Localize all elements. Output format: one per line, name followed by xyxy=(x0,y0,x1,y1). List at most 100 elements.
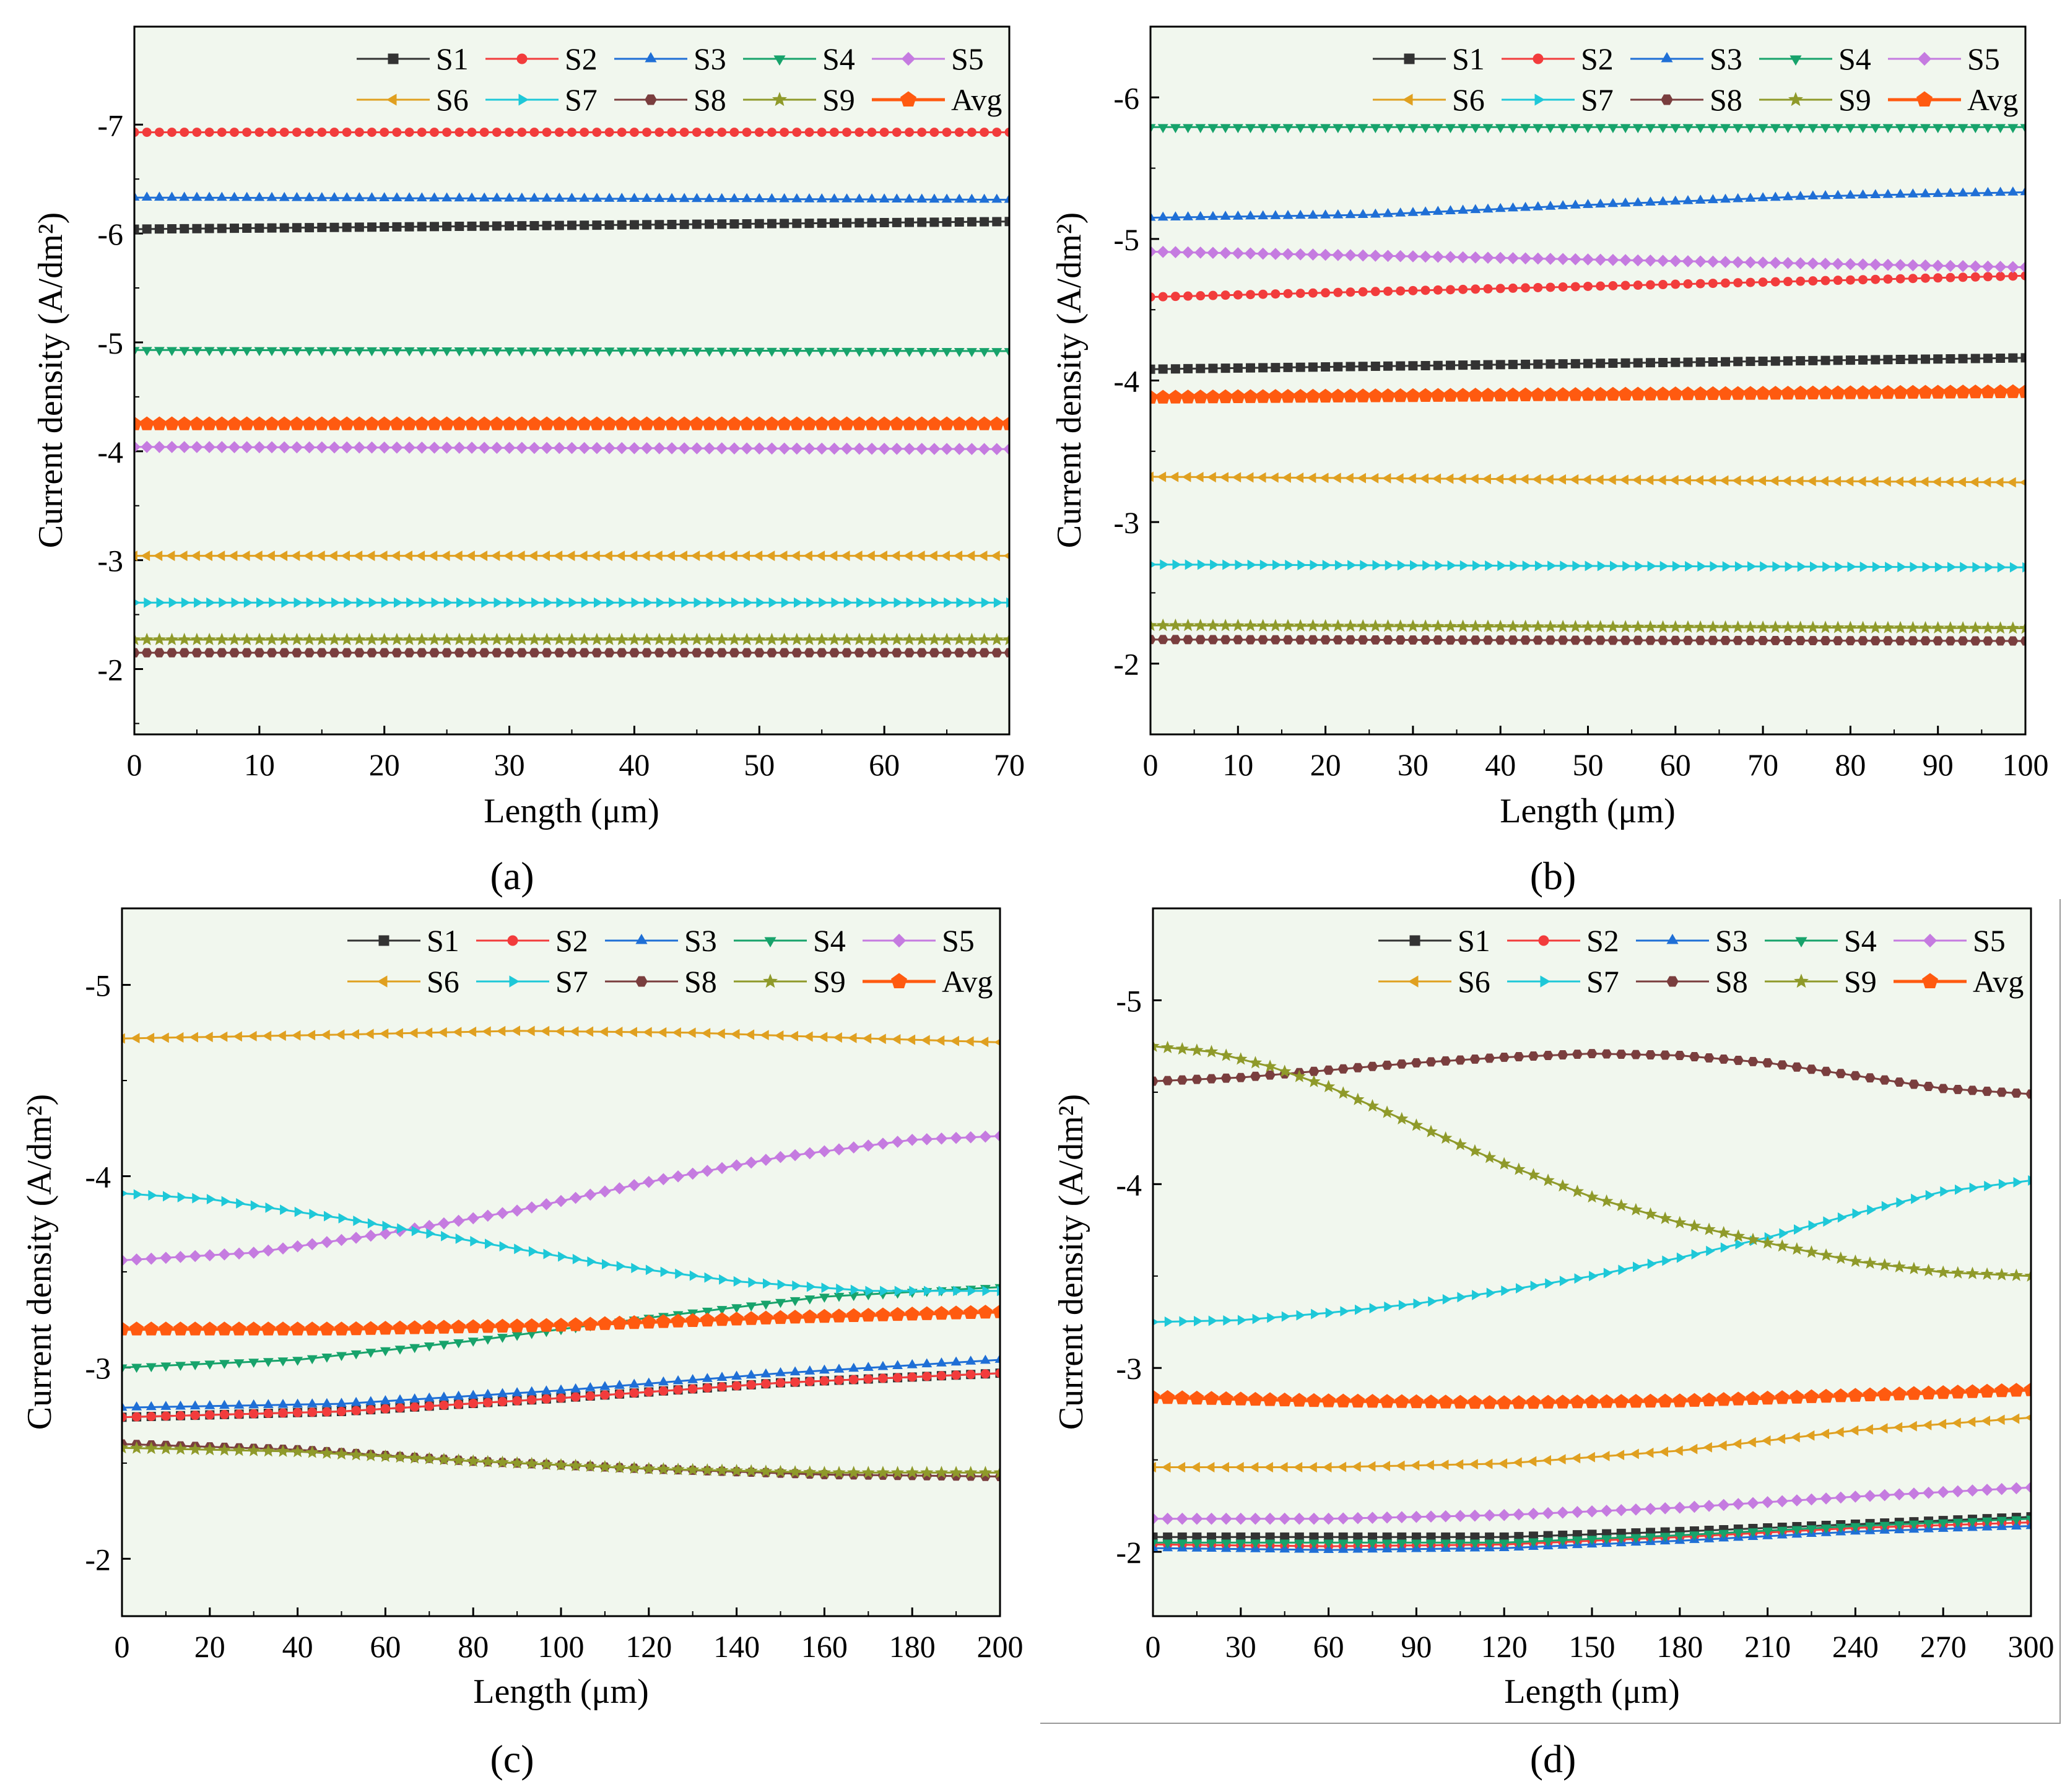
data-point xyxy=(1556,1179,1570,1192)
legend-item-s6: S6 xyxy=(1378,964,1490,999)
x-ticks: 0 20 40 60 80 100 120 140 160 180 200 xyxy=(115,1607,1024,1664)
data-point xyxy=(746,1302,757,1312)
legend-label: S8 xyxy=(1715,964,1748,999)
data-point xyxy=(1806,1525,1817,1534)
data-point xyxy=(1521,359,1531,369)
data-point xyxy=(1804,1245,1819,1258)
data-point xyxy=(1357,209,1368,218)
data-point xyxy=(1189,1390,1204,1405)
y-tick-label: -4 xyxy=(85,1159,111,1194)
legend-marker xyxy=(1404,53,1415,64)
data-point xyxy=(1281,389,1295,403)
data-point xyxy=(1957,259,1969,272)
data-point xyxy=(316,648,328,658)
data-point xyxy=(1644,254,1657,267)
data-point xyxy=(629,220,639,230)
data-point xyxy=(329,128,339,137)
data-point xyxy=(840,632,854,646)
data-point xyxy=(1981,1517,1993,1527)
data-point xyxy=(277,416,292,430)
data-point xyxy=(877,416,892,430)
data-point xyxy=(907,1372,917,1382)
data-point xyxy=(657,1173,670,1186)
data-point xyxy=(1863,1256,1877,1269)
data-point xyxy=(778,550,788,562)
data-point xyxy=(1433,285,1443,295)
data-point xyxy=(1406,619,1420,632)
data-point xyxy=(160,1032,169,1043)
data-point xyxy=(1505,387,1521,402)
data-point xyxy=(854,193,865,202)
data-point xyxy=(504,347,515,357)
data-point xyxy=(1733,1529,1744,1539)
data-point xyxy=(481,1319,495,1333)
data-point xyxy=(606,597,615,608)
data-point xyxy=(2020,124,2025,134)
data-point xyxy=(1507,635,1518,645)
data-point xyxy=(166,648,178,658)
data-point xyxy=(879,218,889,228)
data-point xyxy=(318,597,328,608)
data-point xyxy=(1219,1048,1233,1061)
data-point xyxy=(928,632,941,646)
legend-item-s1: S1 xyxy=(1378,923,1490,958)
data-point xyxy=(1294,472,1304,483)
data-point xyxy=(828,442,841,455)
data-point xyxy=(1733,278,1743,288)
legend-marker xyxy=(891,973,907,988)
data-point xyxy=(416,192,427,202)
data-point xyxy=(817,1308,832,1323)
data-point xyxy=(565,550,575,562)
data-point xyxy=(1603,1268,1613,1279)
series-s7 xyxy=(134,597,1009,608)
data-point xyxy=(1957,187,1968,197)
data-point xyxy=(1558,282,1568,292)
data-point xyxy=(567,128,577,137)
data-point xyxy=(1733,124,1744,134)
data-point xyxy=(1258,635,1269,645)
data-point xyxy=(642,220,652,230)
data-point xyxy=(364,416,380,430)
data-point xyxy=(307,1398,318,1407)
data-point xyxy=(302,416,317,430)
data-point xyxy=(652,416,667,430)
data-point xyxy=(1264,1070,1276,1080)
data-point xyxy=(915,416,929,430)
legend-marker xyxy=(1916,91,1933,107)
data-point xyxy=(1834,1491,1847,1504)
data-point xyxy=(1630,1534,1642,1544)
data-point xyxy=(1832,636,1843,646)
data-point xyxy=(1607,124,1619,134)
data-point xyxy=(990,443,1003,456)
data-point xyxy=(1333,287,1343,297)
data-point xyxy=(1270,210,1281,219)
data-point xyxy=(1263,1059,1277,1072)
data-point xyxy=(240,632,254,646)
data-point xyxy=(653,550,663,562)
data-point xyxy=(514,1243,523,1255)
data-point xyxy=(1494,619,1507,632)
data-point xyxy=(1630,386,1645,401)
data-point xyxy=(1220,124,1231,134)
data-point xyxy=(1232,124,1243,134)
data-point xyxy=(1894,1521,1905,1531)
data-point xyxy=(1673,1501,1686,1514)
data-point xyxy=(748,1277,757,1288)
data-point xyxy=(1920,124,1931,134)
data-point xyxy=(936,1371,946,1381)
data-point xyxy=(767,347,777,357)
data-point xyxy=(694,597,703,608)
data-point xyxy=(1409,1118,1424,1131)
data-point xyxy=(1308,1512,1320,1525)
data-point xyxy=(979,648,990,658)
data-point xyxy=(729,128,739,137)
data-point xyxy=(1541,1173,1555,1186)
x-tick-label: 30 xyxy=(494,747,525,782)
data-point xyxy=(1181,471,1191,482)
data-point xyxy=(1631,620,1645,633)
data-point xyxy=(779,648,790,658)
y-tick-label: -5 xyxy=(1116,983,1142,1018)
data-point xyxy=(317,128,327,137)
data-point xyxy=(541,192,552,202)
data-point xyxy=(466,192,477,202)
